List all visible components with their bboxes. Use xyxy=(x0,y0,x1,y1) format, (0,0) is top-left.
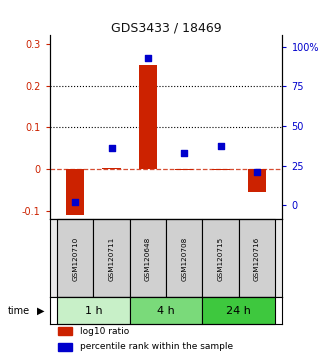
Bar xyxy=(130,297,203,324)
Text: GSM120708: GSM120708 xyxy=(181,236,187,280)
Text: 1 h: 1 h xyxy=(84,306,102,316)
Bar xyxy=(58,327,72,335)
Bar xyxy=(57,297,130,324)
Point xyxy=(73,199,78,205)
Bar xyxy=(239,219,275,297)
Bar xyxy=(166,219,203,297)
Text: GSM120711: GSM120711 xyxy=(108,236,115,280)
Bar xyxy=(93,219,130,297)
Bar xyxy=(175,169,193,170)
Text: time: time xyxy=(8,306,30,316)
Text: 4 h: 4 h xyxy=(157,306,175,316)
Point xyxy=(182,150,187,156)
Text: ▶: ▶ xyxy=(37,306,44,316)
Text: percentile rank within the sample: percentile rank within the sample xyxy=(80,342,233,351)
Text: 24 h: 24 h xyxy=(226,306,251,316)
Text: log10 ratio: log10 ratio xyxy=(80,327,129,336)
Bar xyxy=(57,219,93,297)
Bar xyxy=(248,169,266,192)
Bar xyxy=(102,168,121,169)
Bar xyxy=(212,169,230,170)
Text: GSM120710: GSM120710 xyxy=(72,236,78,280)
Bar xyxy=(130,219,166,297)
Bar xyxy=(139,65,157,169)
Bar xyxy=(203,297,275,324)
Point xyxy=(109,145,114,151)
Bar xyxy=(66,169,84,215)
Text: GSM120648: GSM120648 xyxy=(145,236,151,280)
Text: GSM120716: GSM120716 xyxy=(254,236,260,280)
Bar xyxy=(203,219,239,297)
Bar xyxy=(58,343,72,351)
Point xyxy=(145,55,151,61)
Point xyxy=(218,144,223,149)
Text: GSM120715: GSM120715 xyxy=(218,236,224,280)
Point xyxy=(255,169,260,175)
Title: GDS3433 / 18469: GDS3433 / 18469 xyxy=(111,21,221,34)
